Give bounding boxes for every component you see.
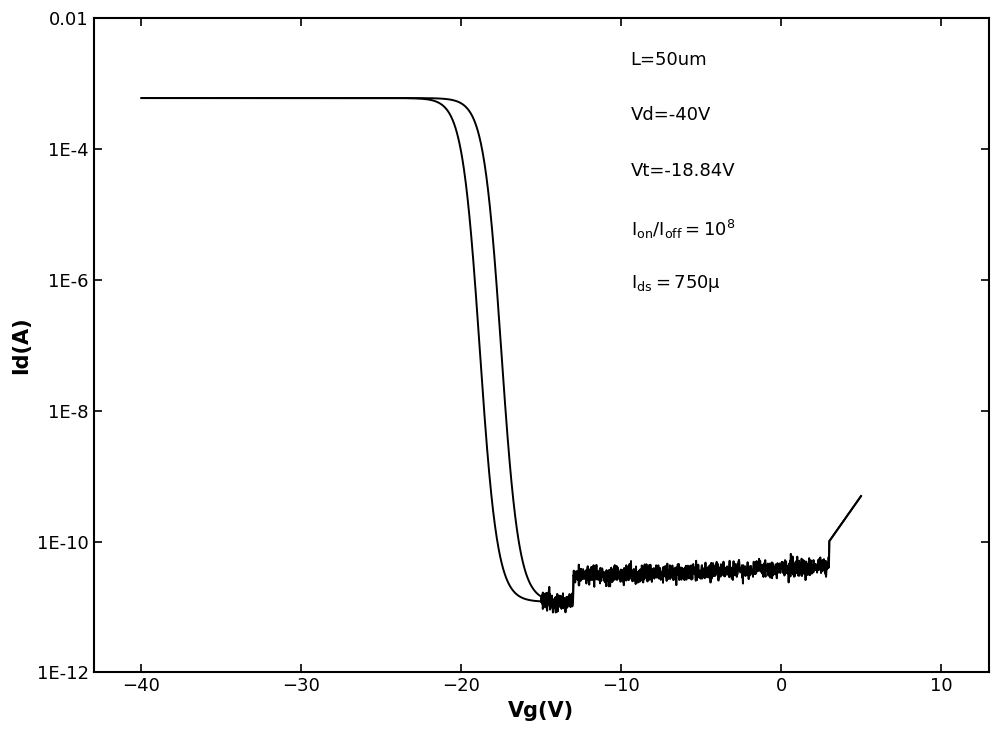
Text: Vt=-18.84V: Vt=-18.84V <box>631 162 735 180</box>
Text: $\mathregular{I_{ds}=750\mu}$: $\mathregular{I_{ds}=750\mu}$ <box>631 273 721 294</box>
Y-axis label: Id(A): Id(A) <box>11 316 31 374</box>
Text: L=50um: L=50um <box>631 51 707 69</box>
Text: $\mathregular{I_{on}/I_{off}=10^{8}}$: $\mathregular{I_{on}/I_{off}=10^{8}}$ <box>631 217 735 241</box>
Text: Vd=-40V: Vd=-40V <box>631 106 711 124</box>
X-axis label: Vg(V): Vg(V) <box>508 701 574 721</box>
